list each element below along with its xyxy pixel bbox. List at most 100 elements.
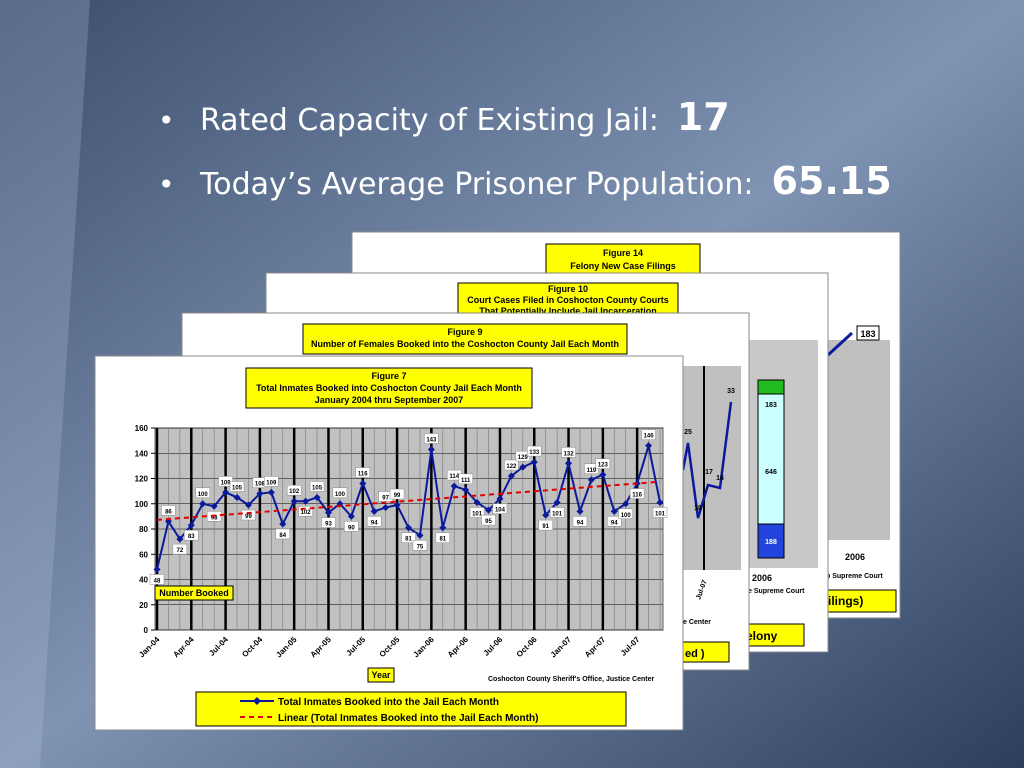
chart-title: Total Inmates Booked into Coshocton Coun…	[256, 383, 522, 393]
marker	[176, 535, 184, 543]
data-label: 25	[684, 429, 692, 436]
marker	[450, 482, 458, 490]
data-label: 99	[245, 514, 252, 520]
marker	[290, 497, 298, 505]
label-box	[856, 325, 880, 341]
legend-fragment: o Supreme Court	[826, 573, 883, 580]
label-box	[172, 543, 188, 555]
label-box	[154, 585, 234, 601]
marker	[324, 509, 332, 517]
data-label: 72	[177, 548, 184, 554]
marker	[210, 502, 218, 510]
chart-title: Figure 7	[371, 371, 406, 381]
y-tick-label: 60	[139, 550, 148, 559]
legend	[195, 691, 627, 727]
figure-title: Number of Females Booked into the Coshoc…	[311, 339, 619, 349]
marker	[256, 490, 264, 498]
marker	[393, 501, 401, 509]
bullet-value: 65.15	[771, 159, 891, 203]
data-label: 108	[255, 482, 266, 488]
marker	[439, 524, 447, 532]
figure-title: Figure 10	[548, 284, 588, 294]
legend-swatch	[253, 697, 261, 705]
data-label: 119	[587, 468, 597, 474]
label-box	[229, 481, 245, 492]
data-label: 75	[417, 544, 424, 550]
label-box	[184, 529, 199, 541]
marker	[656, 498, 664, 506]
line	[826, 331, 854, 357]
data-label: 101	[472, 511, 483, 517]
data-label: 84	[279, 533, 286, 539]
legend-items: Total Inmates Booked into the Jail Each …	[240, 697, 538, 724]
label-box	[149, 574, 165, 585]
data-label: 81	[439, 537, 446, 543]
chart-title: January 2004 thru September 2007	[315, 395, 464, 405]
marker	[199, 500, 207, 508]
label-box	[355, 467, 371, 478]
data-label: 114	[449, 474, 459, 480]
data-label: 104	[495, 508, 506, 514]
y-tick-label: 80	[139, 525, 148, 534]
marker	[462, 486, 470, 494]
legend-fragment: elony	[746, 629, 778, 643]
data-label: 97	[382, 496, 389, 502]
marker	[222, 488, 230, 496]
decor	[0, 0, 90, 768]
data-label: 101	[552, 511, 563, 517]
label-box	[641, 429, 656, 440]
figure-title: Figure 14	[603, 248, 643, 258]
marker	[542, 511, 550, 519]
source: Coshocton County Sheriff's Office, Justi…	[488, 676, 654, 683]
marker	[576, 507, 584, 515]
data-label: 183	[860, 329, 875, 339]
data-label: 100	[335, 492, 346, 498]
bullet-mark: •	[158, 168, 175, 201]
y-tick-label: 140	[135, 449, 149, 458]
figure-title: That Potentially Include Jail Incarcerat…	[479, 306, 657, 316]
bullet-text: Rated Capacity of Existing Jail:	[200, 103, 659, 138]
data-label: 17	[705, 469, 713, 476]
label-box	[424, 433, 439, 444]
label-box	[652, 507, 668, 518]
bullet-value: 17	[677, 95, 730, 139]
marker	[565, 459, 573, 467]
marker	[610, 507, 618, 515]
data-label: 98	[211, 515, 218, 521]
axis-label: 2006	[752, 573, 772, 583]
data-label: 122	[506, 464, 517, 470]
marker	[405, 524, 412, 532]
marker	[187, 521, 195, 529]
label-box	[481, 514, 496, 526]
data-label: 116	[632, 493, 642, 499]
data-label: 93	[325, 522, 332, 528]
marker	[370, 507, 378, 515]
data-label: 146	[644, 434, 655, 440]
trend-line	[156, 480, 661, 521]
data-label: 101	[655, 511, 666, 517]
marker	[622, 500, 630, 508]
bullet-text: Today’s Average Prisoner Population:	[199, 167, 753, 202]
data-label: 646	[765, 469, 777, 476]
label-box	[412, 540, 428, 551]
data-label: 94	[611, 520, 618, 526]
label-box	[161, 505, 176, 516]
legend-fragment: ed )	[685, 648, 705, 660]
data-label: 102	[301, 510, 312, 516]
data-label: 105	[312, 485, 323, 491]
legend-label: Total Inmates Booked into the Jail Each …	[278, 697, 499, 708]
title-box	[302, 323, 628, 355]
label-box	[309, 481, 325, 492]
marker	[153, 565, 161, 573]
data-label: 94	[577, 520, 584, 526]
label-box	[389, 488, 405, 500]
data-label: 109	[266, 480, 277, 486]
label-box	[629, 488, 645, 499]
marker	[519, 463, 527, 471]
label-box	[538, 519, 553, 531]
data-label: 143	[426, 437, 437, 443]
label-box	[241, 509, 256, 521]
data-label: 123	[598, 463, 609, 469]
data-label: 111	[461, 478, 471, 484]
